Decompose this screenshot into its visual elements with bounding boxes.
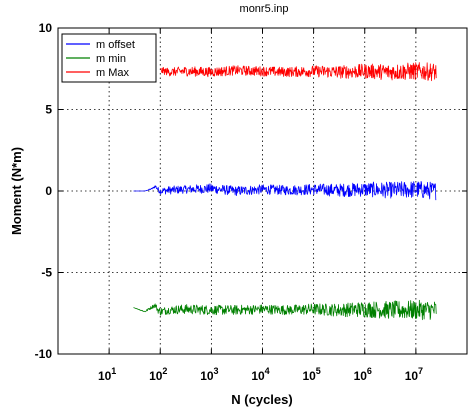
series-line bbox=[159, 62, 437, 82]
series-line bbox=[133, 181, 437, 201]
x-tick-base: 10 bbox=[149, 369, 163, 383]
y-axis-label: Moment (N*m) bbox=[9, 147, 24, 235]
x-tick-labels: 101 102 103 104 105 106 107 bbox=[98, 366, 423, 383]
x-tick-exponent: 1 bbox=[111, 366, 116, 376]
legend-items: m offset m min m Max bbox=[66, 39, 135, 79]
x-tick-base: 10 bbox=[405, 369, 419, 383]
x-tick-label: 107 bbox=[405, 366, 423, 383]
x-tick-base: 10 bbox=[302, 369, 316, 383]
y-tick-label: -5 bbox=[41, 266, 52, 280]
x-tick-label: 104 bbox=[251, 366, 269, 383]
y-tick-label: 0 bbox=[45, 184, 52, 198]
series-layer bbox=[133, 62, 437, 321]
x-tick-exponent: 6 bbox=[367, 366, 372, 376]
tick-marks bbox=[58, 27, 467, 355]
x-tick-label: 106 bbox=[354, 366, 372, 383]
x-tick-label: 105 bbox=[302, 366, 320, 383]
x-tick-label: 102 bbox=[149, 366, 167, 383]
x-tick-label: 101 bbox=[98, 366, 116, 383]
legend: m offset m min m Max bbox=[61, 33, 157, 83]
series-line bbox=[133, 299, 437, 321]
x-tick-exponent: 7 bbox=[418, 366, 423, 376]
y-tick-label: 5 bbox=[45, 103, 52, 117]
x-tick-exponent: 5 bbox=[316, 366, 321, 376]
chart-title: monr5.inp bbox=[240, 3, 289, 15]
x-axis-label: N (cycles) bbox=[231, 392, 292, 407]
legend-label: m offset bbox=[96, 39, 135, 51]
x-tick-base: 10 bbox=[98, 369, 112, 383]
x-tick-base: 10 bbox=[354, 369, 368, 383]
x-tick-exponent: 2 bbox=[162, 366, 167, 376]
y-tick-label: 10 bbox=[39, 21, 53, 35]
x-tick-base: 10 bbox=[251, 369, 265, 383]
x-tick-label: 103 bbox=[200, 366, 218, 383]
y-tick-labels: 10 5 0 -5 -10 bbox=[35, 21, 53, 361]
x-tick-exponent: 4 bbox=[265, 366, 270, 376]
legend-label: m min bbox=[96, 53, 126, 65]
x-tick-exponent: 3 bbox=[214, 366, 219, 376]
x-tick-base: 10 bbox=[200, 369, 214, 383]
legend-label: m Max bbox=[96, 67, 130, 79]
y-tick-label: -10 bbox=[35, 347, 53, 361]
